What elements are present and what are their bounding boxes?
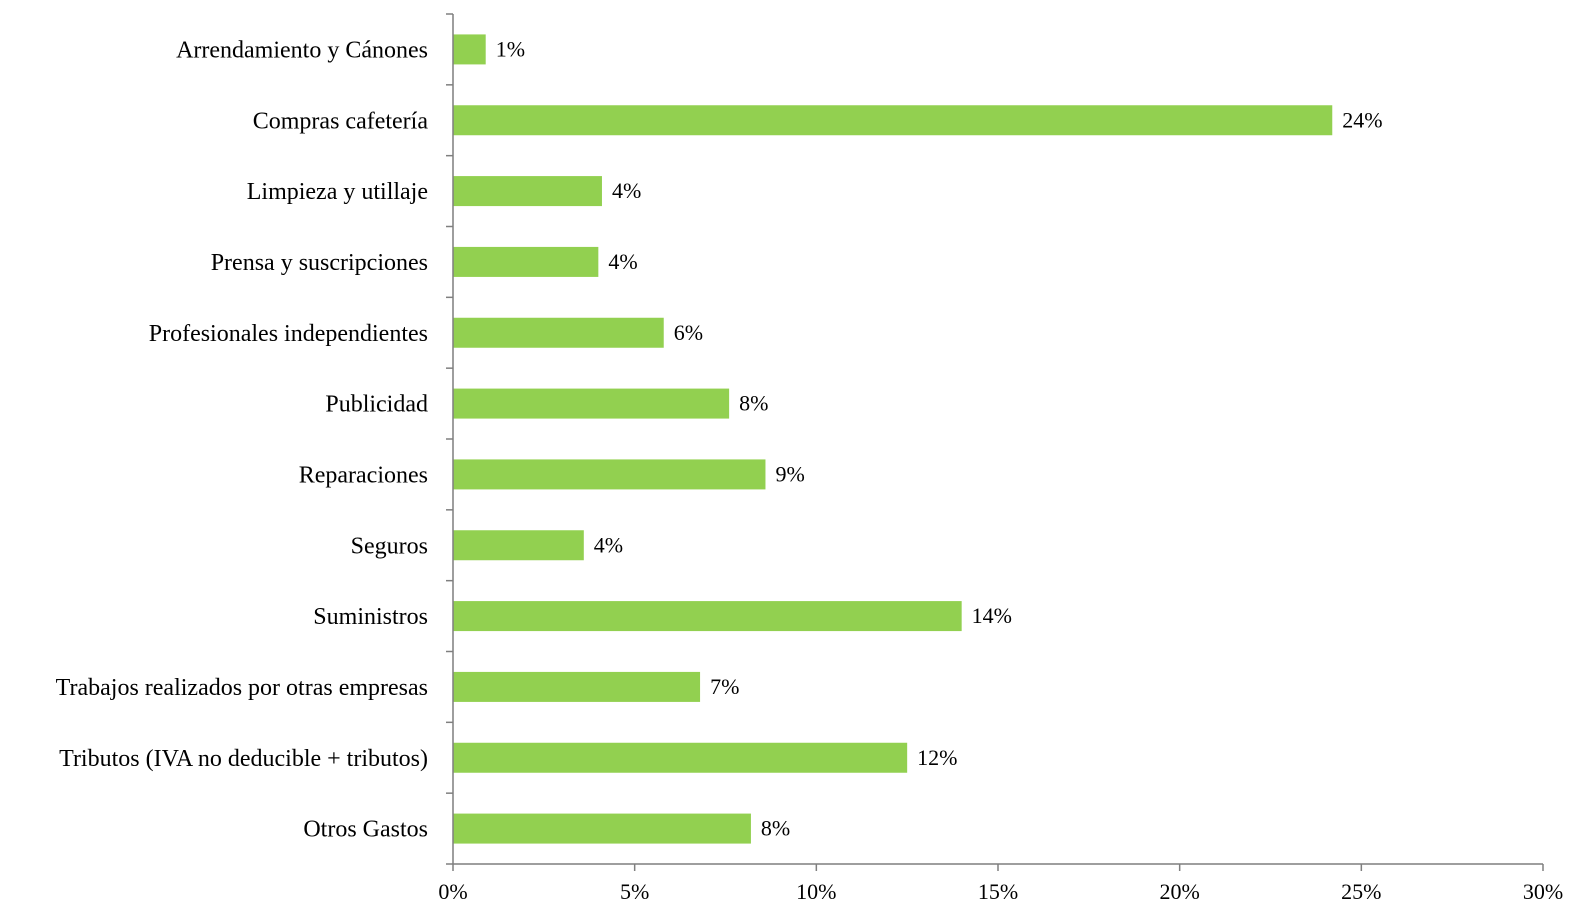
x-tick-label: 0% (438, 879, 467, 904)
bar (453, 742, 908, 773)
category-label: Tributos (IVA no deducible + tributos) (59, 746, 428, 772)
bar (453, 459, 766, 490)
category-label: Limpieza y utillaje (247, 179, 428, 205)
data-label: 12% (917, 745, 957, 770)
bar (453, 813, 751, 844)
category-label: Profesionales independientes (149, 321, 428, 347)
bar (453, 105, 1333, 136)
bar (453, 246, 599, 277)
category-label: Compras cafetería (253, 108, 429, 134)
data-label: 14% (972, 603, 1012, 628)
x-tick-label: 5% (620, 879, 649, 904)
data-label: 8% (761, 816, 790, 841)
value-labels: 1% 24% 4% 4% 6% 8% 9% 4% 14% 7% 12% 8% (496, 36, 1383, 840)
category-label: Arrendamiento y Cánones (176, 37, 428, 63)
x-tick-label: 30% (1523, 879, 1563, 904)
x-tick-label: 20% (1160, 879, 1200, 904)
category-label: Otros Gastos (303, 817, 428, 843)
bar (453, 671, 701, 702)
bar (453, 34, 486, 65)
category-label: Suministros (313, 604, 428, 630)
data-label: 1% (496, 36, 525, 61)
bars-group (453, 34, 1333, 844)
category-label: Prensa y suscripciones (211, 250, 428, 276)
axes: 0% 5% 10% 15% 20% 25% 30% (438, 13, 1563, 904)
data-label: 8% (739, 391, 768, 416)
x-tick-label: 25% (1341, 879, 1381, 904)
x-tick-label: 15% (978, 879, 1018, 904)
category-labels: Arrendamiento y Cánones Compras cafetería… (56, 37, 429, 842)
data-label: 6% (674, 320, 703, 345)
bar (453, 601, 962, 632)
bar (453, 176, 602, 207)
bar (453, 388, 730, 419)
category-label: Publicidad (325, 392, 428, 418)
data-label: 9% (775, 461, 804, 486)
bar (453, 317, 664, 348)
data-label: 4% (608, 249, 637, 274)
data-label: 4% (594, 532, 623, 557)
category-label: Seguros (351, 533, 428, 559)
x-tick-label: 10% (796, 879, 836, 904)
bar (453, 530, 584, 561)
category-label: Reparaciones (299, 462, 428, 488)
category-label: Trabajos realizados por otras empresas (56, 675, 428, 701)
data-label: 4% (612, 178, 641, 203)
data-label: 24% (1342, 107, 1382, 132)
data-label: 7% (710, 674, 739, 699)
